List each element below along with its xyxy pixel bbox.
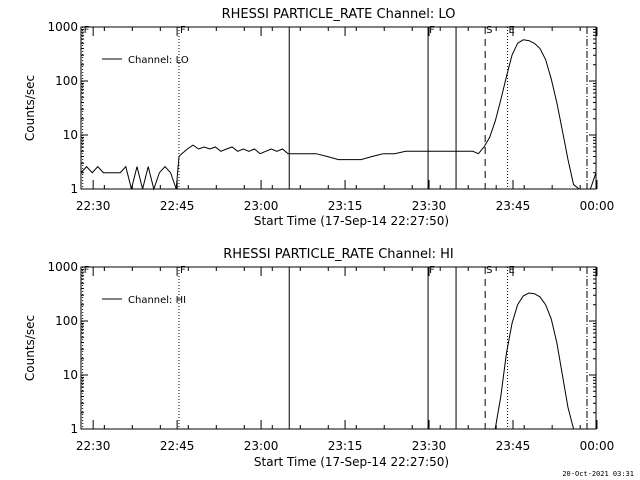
panel1-plot-frame xyxy=(80,26,597,190)
panel2-y-tick-label: 10 xyxy=(63,368,78,382)
panel1-event-marker-label: F xyxy=(429,25,435,36)
panel1-event-marker-label: F xyxy=(84,25,90,36)
panel1-x-tick-label: 23:00 xyxy=(244,199,279,213)
panel2-event-marker-label: E xyxy=(509,265,515,276)
panel1-event-marker-label: S xyxy=(486,25,492,36)
panel2-legend-label: Channel: HI xyxy=(128,295,186,306)
panel1-x-tick-label: 22:30 xyxy=(76,199,111,213)
panel2-event-marker-label: F xyxy=(84,265,90,276)
panel2-event-marker-label: F xyxy=(180,265,186,276)
panel1-series-line xyxy=(80,39,597,191)
panel1-x-tick-label: 00:00 xyxy=(580,199,615,213)
panel1-x-tick-label: 22:45 xyxy=(160,199,195,213)
panel1-x-axis-label: Start Time (17-Sep-14 22:27:50) xyxy=(254,214,449,228)
panel2-series-line xyxy=(494,292,575,430)
panel1-chart-title: RHESSI PARTICLE_RATE Channel: LO xyxy=(222,7,456,22)
panel2-y-axis-label: Counts/sec xyxy=(23,315,37,381)
panel2-event-marker-label: F xyxy=(429,265,435,276)
panel2-x-tick-label: 23:45 xyxy=(496,439,531,453)
panel2-x-tick-label: 23:15 xyxy=(328,439,363,453)
panel2-event-marker-label: S xyxy=(486,265,492,276)
panel2-y-tick-label: 100 xyxy=(55,314,78,328)
panel1-legend-label: Channel: LO xyxy=(128,55,189,66)
footer-timestamp: 20-Oct-2021 03:31 xyxy=(562,470,634,478)
panel1-y-tick-label: 10 xyxy=(63,128,78,142)
panel2-y-tick-label: 1 xyxy=(70,422,78,436)
panel1-x-tick-label: 23:15 xyxy=(328,199,363,213)
panel1-x-tick-label: 23:45 xyxy=(496,199,531,213)
panel2-x-tick-label: 00:00 xyxy=(580,439,615,453)
panel2-x-tick-label: 22:45 xyxy=(160,439,195,453)
panel2-x-tick-label: 22:30 xyxy=(76,439,111,453)
panel2-x-tick-label: 23:30 xyxy=(412,439,447,453)
panel1-y-axis-label: Counts/sec xyxy=(23,75,37,141)
panel1-y-tick-label: 100 xyxy=(55,74,78,88)
panel2-chart-title: RHESSI PARTICLE_RATE Channel: HI xyxy=(223,247,453,262)
panel1-y-tick-label: 1 xyxy=(70,182,78,196)
panel1-event-marker-label: F xyxy=(180,25,186,36)
panel1-y-tick-label: 1000 xyxy=(47,20,78,34)
panel2-plot-frame xyxy=(80,266,597,430)
panel1-x-tick-label: 23:30 xyxy=(412,199,447,213)
panel2-y-tick-label: 1000 xyxy=(47,260,78,274)
panel2-x-tick-label: 23:00 xyxy=(244,439,279,453)
panel1-event-marker-label: E xyxy=(509,25,515,36)
panel2-x-axis-label: Start Time (17-Sep-14 22:27:50) xyxy=(254,455,449,469)
